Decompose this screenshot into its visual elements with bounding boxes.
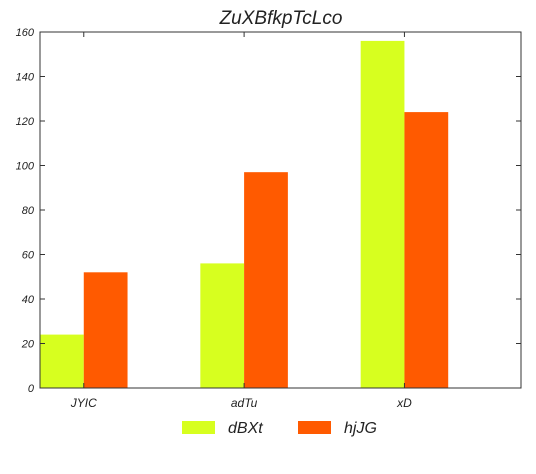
bars-layer (40, 40, 449, 389)
y-tick-label: 160 (16, 27, 35, 39)
y-tick-label: 100 (16, 161, 35, 173)
y-tick-label: 60 (22, 250, 35, 262)
y-tick-label: 120 (16, 116, 35, 128)
bar-dBXt-adTu (200, 263, 245, 388)
bar-dBXt-JYIC (40, 334, 84, 388)
y-tick-label: 40 (22, 294, 35, 306)
legend-label: dBXt (228, 420, 263, 437)
x-tick-label: JYIC (70, 396, 97, 410)
bar-dBXt-xD (360, 40, 405, 389)
bar-hjJG-adTu (244, 172, 288, 388)
x-tick-label: xD (396, 396, 412, 410)
x-tick-label: adTu (231, 396, 258, 410)
y-tick-label: 140 (16, 72, 35, 84)
ticks-layer: JYIC adTu xD 0 20 40 60 80 100 120 140 160 (16, 27, 521, 410)
y-tick-label: 0 (28, 383, 35, 395)
bar-hjJG-xD (404, 112, 449, 388)
legend-swatch (298, 421, 331, 434)
chart-title: ZuXBfkpTcLco (219, 8, 343, 29)
y-tick-label: 80 (22, 205, 35, 217)
legend-swatch (182, 421, 215, 434)
bar-hjJG-JYIC (83, 272, 128, 388)
legend-label: hjJG (344, 420, 377, 437)
legend: dBXt hjJG (182, 420, 377, 437)
y-tick-label: 20 (21, 339, 35, 351)
